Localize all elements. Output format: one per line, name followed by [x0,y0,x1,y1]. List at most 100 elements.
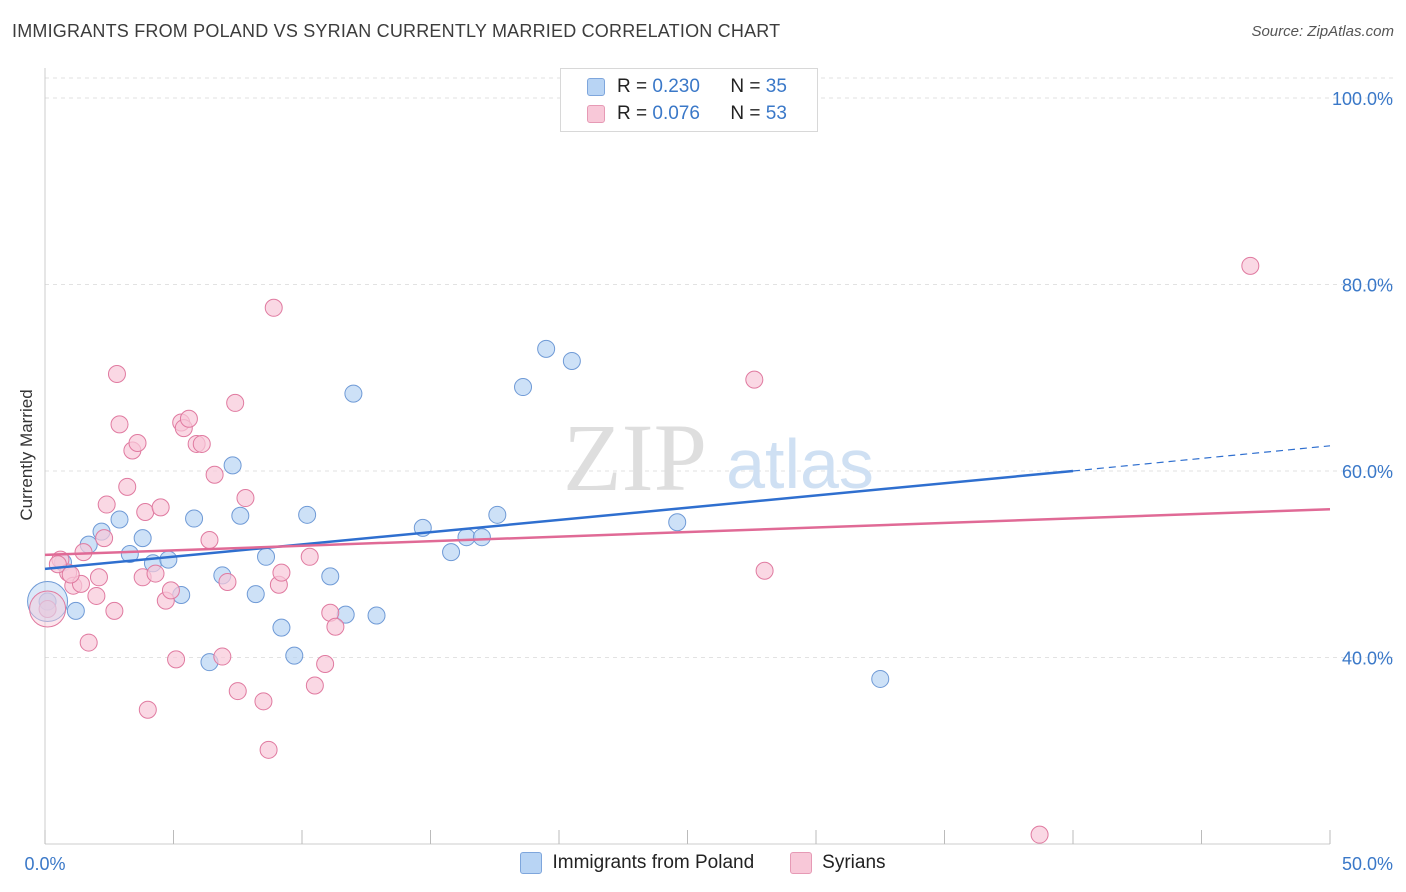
poland-point [285,646,304,665]
syrians-point [218,572,237,591]
syrians-point [95,529,114,548]
poland-legend-swatch [520,852,543,874]
poland-point [231,506,250,525]
syrians-point [118,477,137,496]
poland-point [537,339,556,358]
poland-r-value: 0.230 [652,76,700,97]
syrians-point [213,647,232,666]
y-tick-label: 80.0% [1342,275,1393,295]
syrians-point [110,415,129,434]
poland-point [367,606,386,625]
watermark-zip: ZIP [563,404,707,511]
source-label: Source: ZipAtlas.com [1251,23,1394,40]
y-axis-label: Currently Married [17,389,36,521]
poland-legend-label: Immigrants from Poland [552,852,755,873]
syrians-point [264,298,283,317]
poland-point [488,505,507,524]
syrians-point [1030,825,1049,844]
legend-row-syrians: R = 0.076 N = 53 [587,102,787,126]
r-label: R = [617,76,653,97]
syrians-point [167,650,186,669]
legend-item-poland: Immigrants from Poland [520,852,754,874]
syrians-point [192,434,211,453]
x-tick-label: 50.0% [1342,854,1393,874]
poland-point [457,528,476,547]
poland-point [159,550,178,569]
poland-trend-line [44,469,1074,571]
syrians-legend-label: Syrians [822,852,886,873]
correlation-legend: R = 0.230 N = 35 R = 0.076 N = 53 [560,68,818,132]
poland-point [133,529,152,548]
poland-n-value: 35 [765,76,787,97]
syrians-legend-swatch [790,852,813,874]
syrians-point [161,581,180,600]
poland-point [110,510,129,529]
syrians-point [316,655,335,674]
poland-point [272,618,291,637]
syrians-point [151,498,170,517]
poland-point-large [27,581,69,623]
syrians-point [107,365,126,384]
poland-point [514,378,533,397]
poland-point [120,544,139,563]
syrians-point [1241,256,1260,275]
poland-point [321,567,340,586]
syrians-trend-line [44,507,1331,557]
poland-point [472,528,491,547]
syrians-point [300,547,319,566]
poland-point [223,456,242,475]
syrians-point [200,530,219,549]
syrians-point [97,495,116,514]
poland-swatch [587,78,605,96]
syrians-point [105,601,124,620]
syrians-swatch [587,105,605,123]
syrians-point [128,434,147,453]
syrians-point [146,564,165,583]
series-legend: Immigrants from Poland Syrians [0,852,1406,874]
syrians-point-large [29,590,67,628]
poland-point [344,384,363,403]
syrians-point [205,465,224,484]
syrians-point [326,617,345,636]
n-label: N = [730,103,766,124]
syrians-point [138,700,157,719]
poland-trend-extension [1072,445,1331,472]
poland-point [442,543,461,562]
syrians-point [79,633,98,652]
y-tick-label: 40.0% [1342,648,1393,668]
syrians-point [272,563,291,582]
syrians-point [254,692,273,711]
syrians-n-value: 53 [765,103,787,124]
syrians-r-value: 0.076 [652,103,700,124]
legend-item-syrians: Syrians [790,852,886,874]
poland-point [298,505,317,524]
legend-row-poland: R = 0.230 N = 35 [587,75,787,99]
syrians-point [226,393,245,412]
poland-point [185,509,204,528]
syrians-point [228,682,247,701]
syrians-point [89,568,108,587]
syrians-point [305,676,324,695]
x-tick-label: 0.0% [24,854,65,874]
syrians-point [87,586,106,605]
syrians-point [755,561,774,580]
poland-point [871,669,890,688]
y-tick-label: 100.0% [1332,89,1393,109]
poland-point [246,585,265,604]
poland-point [668,513,687,532]
syrians-point [179,409,198,428]
poland-point [257,547,276,566]
syrians-point [259,740,278,759]
poland-point [562,351,581,370]
n-label: N = [730,76,766,97]
poland-point [66,601,85,620]
syrians-point [745,370,764,389]
syrians-point [136,503,155,522]
watermark-atlas: atlas [726,425,874,503]
y-tick-label: 60.0% [1342,462,1393,482]
r-label: R = [617,103,653,124]
syrians-point [236,489,255,508]
chart-title: IMMIGRANTS FROM POLAND VS SYRIAN CURRENT… [12,21,781,41]
syrians-point [61,565,80,584]
